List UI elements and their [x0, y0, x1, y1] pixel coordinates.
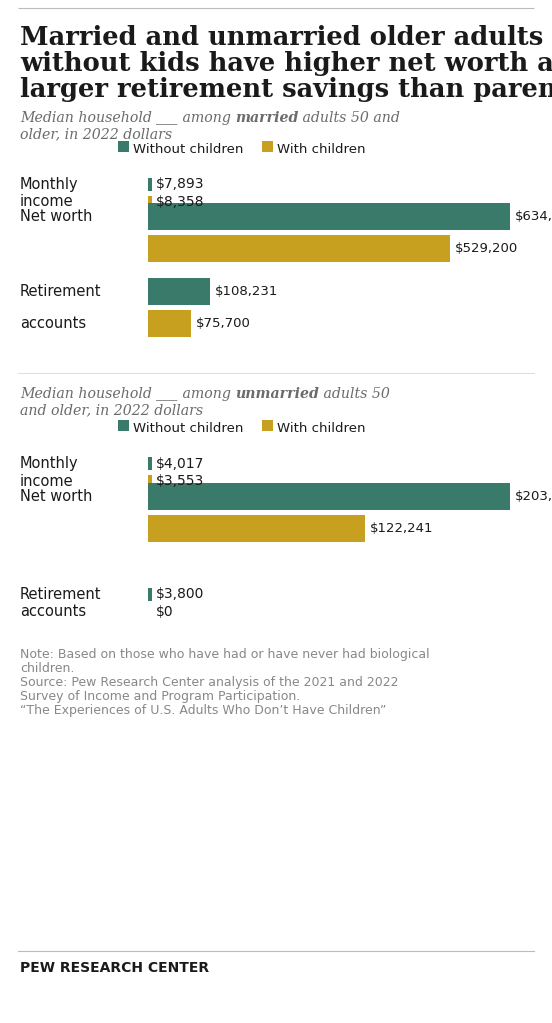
Bar: [148, 235, 450, 262]
Bar: [118, 141, 129, 152]
Text: Survey of Income and Program Participation.: Survey of Income and Program Participati…: [20, 690, 300, 703]
Text: With children: With children: [277, 143, 365, 155]
Text: Without children: Without children: [133, 422, 243, 435]
Bar: [148, 483, 510, 510]
Text: Without children: Without children: [133, 143, 243, 155]
Bar: [148, 475, 151, 488]
Text: income: income: [20, 474, 73, 489]
Bar: [148, 278, 210, 305]
Text: PEW RESEARCH CENTER: PEW RESEARCH CENTER: [20, 961, 209, 975]
Text: $529,200: $529,200: [455, 242, 518, 255]
Text: adults 50 and: adults 50 and: [299, 112, 400, 125]
Text: adults 50: adults 50: [319, 387, 390, 401]
Text: among: among: [178, 387, 235, 401]
Text: Median household: Median household: [20, 387, 156, 401]
Text: Retirement: Retirement: [20, 587, 102, 602]
Text: ___: ___: [156, 387, 178, 401]
Bar: [148, 515, 365, 542]
Text: Net worth: Net worth: [20, 209, 92, 224]
Text: and older, in 2022 dollars: and older, in 2022 dollars: [20, 403, 203, 417]
Text: without kids have higher net worth and: without kids have higher net worth and: [20, 51, 552, 76]
Text: Net worth: Net worth: [20, 489, 92, 504]
Text: Monthly: Monthly: [20, 177, 78, 192]
Text: older, in 2022 dollars: older, in 2022 dollars: [20, 127, 172, 141]
Text: ___: ___: [156, 112, 178, 125]
Text: Retirement: Retirement: [20, 284, 102, 299]
Text: income: income: [20, 194, 73, 210]
Text: children.: children.: [20, 662, 75, 675]
Text: $4,017: $4,017: [156, 456, 204, 471]
Text: $108,231: $108,231: [215, 285, 278, 298]
Bar: [262, 420, 273, 431]
Text: Monthly: Monthly: [20, 456, 78, 471]
Bar: [148, 203, 510, 230]
Text: accounts: accounts: [20, 605, 86, 620]
Bar: [148, 588, 151, 601]
Text: Median household: Median household: [20, 112, 156, 125]
Text: With children: With children: [277, 422, 365, 435]
Bar: [118, 420, 129, 431]
Text: Note: Based on those who have had or have never had biological: Note: Based on those who have had or hav…: [20, 648, 429, 661]
Bar: [262, 141, 273, 152]
Text: among: among: [178, 112, 235, 125]
Text: “The Experiences of U.S. Adults Who Don’t Have Children”: “The Experiences of U.S. Adults Who Don’…: [20, 704, 386, 717]
Text: unmarried: unmarried: [235, 387, 319, 401]
Text: $203,900: $203,900: [515, 490, 552, 503]
Text: $3,800: $3,800: [156, 587, 204, 602]
Text: $75,700: $75,700: [196, 317, 251, 330]
Text: larger retirement savings than parents: larger retirement savings than parents: [20, 77, 552, 102]
Text: $634,694: $634,694: [515, 210, 552, 223]
Text: Married and unmarried older adults: Married and unmarried older adults: [20, 25, 543, 50]
Text: married: married: [235, 112, 299, 125]
Text: Source: Pew Research Center analysis of the 2021 and 2022: Source: Pew Research Center analysis of …: [20, 676, 399, 690]
Bar: [148, 310, 191, 337]
Text: $3,553: $3,553: [156, 474, 204, 488]
Text: $122,241: $122,241: [370, 522, 433, 535]
Bar: [148, 196, 151, 209]
Bar: [148, 178, 151, 191]
Text: $8,358: $8,358: [156, 195, 204, 209]
Text: $7,893: $7,893: [156, 178, 204, 191]
Text: accounts: accounts: [20, 316, 86, 331]
Bar: [148, 457, 151, 470]
Text: $0: $0: [156, 605, 174, 619]
